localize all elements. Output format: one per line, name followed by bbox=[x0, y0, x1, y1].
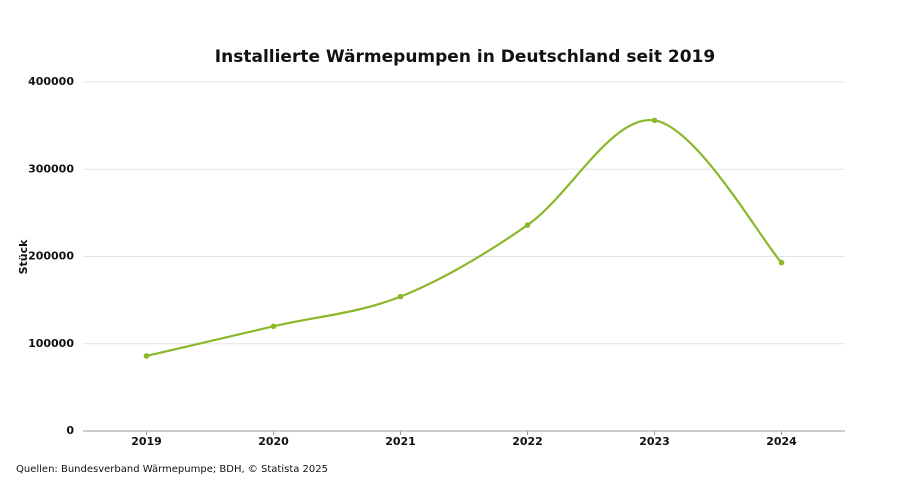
point bbox=[778, 259, 785, 266]
point bbox=[524, 222, 531, 228]
point bbox=[651, 117, 658, 124]
x-tick-label: 2021 bbox=[385, 435, 416, 448]
source: Quellen: Bundesverband Wärmepumpe; BDH, … bbox=[16, 464, 328, 475]
y-tick-label: 400000 bbox=[28, 75, 74, 88]
point bbox=[143, 353, 150, 359]
point bbox=[270, 323, 277, 330]
x-tick-label: 2019 bbox=[131, 435, 162, 448]
y-tick-label: 0 bbox=[66, 424, 74, 437]
point bbox=[397, 293, 404, 300]
x-tick-label: 2020 bbox=[258, 435, 289, 448]
x-tick-label: 2022 bbox=[512, 435, 543, 448]
chart-title: Installierte Wärmepumpen in Deutschland … bbox=[215, 47, 715, 67]
x-tick-label: 2024 bbox=[766, 435, 797, 448]
y-tick-label: 100000 bbox=[28, 337, 74, 350]
x-tick-label: 2023 bbox=[639, 435, 670, 448]
y-tick-label: 300000 bbox=[28, 162, 74, 175]
y-axis-label: Stück bbox=[17, 239, 30, 275]
y-tick-label: 200000 bbox=[28, 250, 74, 263]
line bbox=[146, 119, 783, 358]
